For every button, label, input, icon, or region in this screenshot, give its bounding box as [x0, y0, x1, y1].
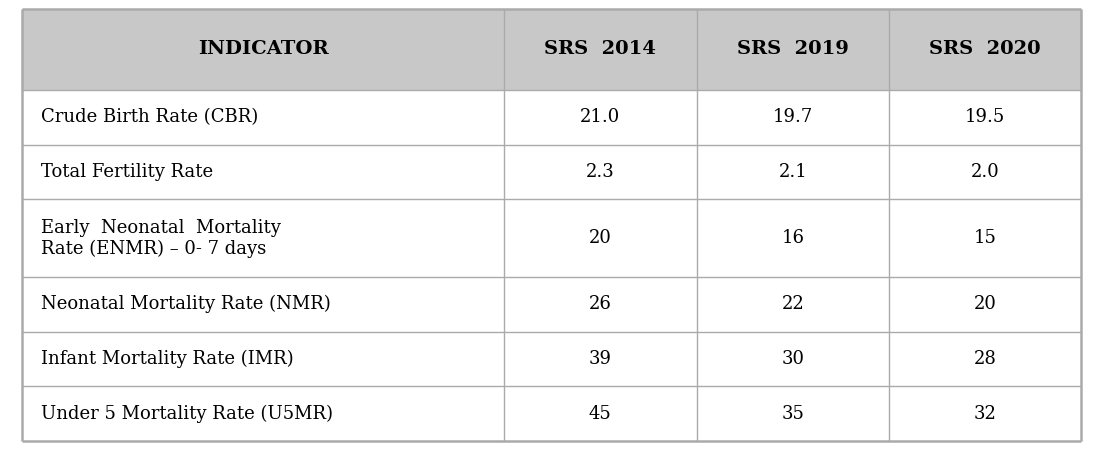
Bar	[889, 144, 1081, 199]
Text: Infant Mortality Rate (IMR): Infant Mortality Rate (IMR)	[41, 350, 293, 368]
Bar	[504, 332, 697, 386]
Bar	[22, 9, 504, 90]
Bar	[697, 90, 889, 144]
Bar	[504, 90, 697, 144]
Bar	[697, 199, 889, 277]
Text: Neonatal Mortality Rate (NMR): Neonatal Mortality Rate (NMR)	[41, 295, 331, 313]
Text: SRS  2020: SRS 2020	[930, 40, 1041, 58]
Text: Total Fertility Rate: Total Fertility Rate	[41, 163, 213, 181]
Text: 20: 20	[589, 229, 612, 247]
Bar	[504, 277, 697, 332]
Text: 19.5: 19.5	[965, 108, 1005, 126]
Bar	[697, 332, 889, 386]
Text: 32: 32	[974, 405, 996, 423]
Bar	[889, 332, 1081, 386]
Bar	[22, 386, 504, 441]
Bar	[22, 144, 504, 199]
Text: 39: 39	[589, 350, 612, 368]
Bar	[889, 277, 1081, 332]
Text: SRS  2014: SRS 2014	[544, 40, 656, 58]
Text: INDICATOR: INDICATOR	[197, 40, 329, 58]
Text: 22: 22	[782, 295, 804, 313]
Text: Crude Birth Rate (CBR): Crude Birth Rate (CBR)	[41, 108, 258, 126]
Bar	[22, 332, 504, 386]
Text: Under 5 Mortality Rate (U5MR): Under 5 Mortality Rate (U5MR)	[41, 405, 333, 423]
Text: Early  Neonatal  Mortality
Rate (ENMR) – 0- 7 days: Early Neonatal Mortality Rate (ENMR) – 0…	[41, 219, 281, 258]
Bar	[22, 90, 504, 144]
Text: 28: 28	[974, 350, 996, 368]
Bar	[504, 144, 697, 199]
Text: 45: 45	[589, 405, 611, 423]
Bar	[697, 386, 889, 441]
Bar	[504, 386, 697, 441]
Text: 26: 26	[589, 295, 612, 313]
Text: 15: 15	[974, 229, 996, 247]
Bar	[889, 199, 1081, 277]
Bar	[889, 9, 1081, 90]
Text: SRS  2019: SRS 2019	[737, 40, 849, 58]
Text: 2.0: 2.0	[971, 163, 999, 181]
Text: 35: 35	[782, 405, 804, 423]
Bar	[504, 199, 697, 277]
Bar	[697, 9, 889, 90]
Text: 2.1: 2.1	[779, 163, 807, 181]
Text: 20: 20	[974, 295, 996, 313]
Bar	[697, 144, 889, 199]
Text: 30: 30	[781, 350, 804, 368]
Bar	[697, 277, 889, 332]
Text: 21.0: 21.0	[580, 108, 620, 126]
Text: 19.7: 19.7	[773, 108, 813, 126]
Bar	[889, 386, 1081, 441]
Bar	[22, 199, 504, 277]
Text: 2.3: 2.3	[586, 163, 614, 181]
Bar	[22, 277, 504, 332]
Bar	[504, 9, 697, 90]
Bar	[889, 90, 1081, 144]
Text: 16: 16	[781, 229, 804, 247]
